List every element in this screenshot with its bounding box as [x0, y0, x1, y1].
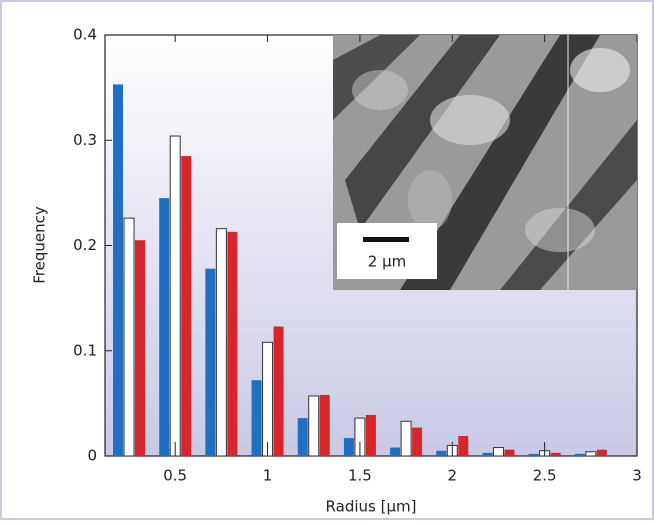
bar — [574, 453, 585, 456]
bar — [215, 228, 227, 457]
bar — [492, 447, 504, 457]
bar — [159, 198, 170, 456]
y-tick-label: 0.4 — [73, 26, 97, 44]
bar — [482, 452, 493, 456]
bar — [319, 394, 330, 456]
bar — [343, 438, 354, 456]
bar — [550, 452, 561, 456]
bar — [123, 217, 135, 457]
x-tick-label: 0.5 — [163, 467, 187, 485]
bar — [227, 231, 238, 456]
bar — [308, 395, 320, 457]
bar — [262, 341, 274, 457]
inset-image — [333, 35, 637, 290]
bar — [458, 436, 469, 456]
bar — [135, 240, 146, 456]
x-axis-label: Radius [µm] — [326, 498, 417, 516]
y-tick-label: 0.3 — [73, 131, 97, 149]
bar — [390, 447, 401, 456]
y-tick-label: 0.1 — [73, 341, 97, 359]
x-tick-label: 1 — [263, 467, 273, 485]
bar — [528, 453, 539, 456]
y-axis-label: Frequency — [31, 206, 49, 284]
bar — [251, 380, 262, 456]
bar — [412, 427, 423, 456]
y-tick-label: 0.2 — [73, 236, 97, 254]
bar — [365, 414, 376, 456]
x-tick-label: 2.5 — [533, 467, 557, 485]
y-tick-label: 0 — [87, 447, 97, 465]
bar — [113, 84, 124, 456]
bar — [436, 450, 447, 456]
bar — [585, 451, 597, 457]
bar — [273, 326, 284, 456]
bar — [205, 268, 216, 456]
x-tick-label: 1.5 — [348, 467, 372, 485]
x-tick-label: 2 — [448, 467, 458, 485]
inset-scale-label: 2 µm — [368, 253, 406, 271]
bar — [400, 420, 412, 457]
bar — [181, 156, 192, 456]
x-tick-label: 3 — [632, 467, 642, 485]
bar — [297, 418, 308, 456]
bar — [596, 449, 607, 456]
bar — [504, 449, 515, 456]
bar — [169, 135, 181, 457]
